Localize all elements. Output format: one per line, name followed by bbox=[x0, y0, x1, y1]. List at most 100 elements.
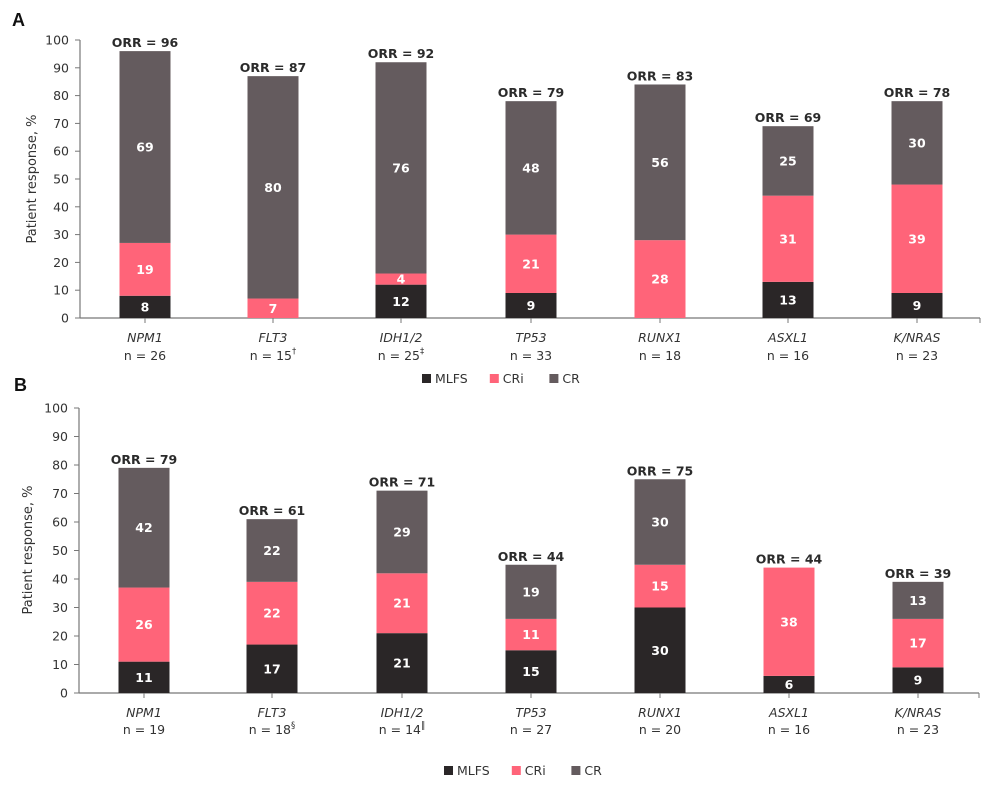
n-count: n = 16 bbox=[767, 348, 809, 363]
y-tick-label: 20 bbox=[52, 629, 68, 644]
bar-segment-cri bbox=[762, 195, 814, 282]
y-tick-label: 100 bbox=[45, 33, 69, 48]
data-label: 17 bbox=[909, 636, 926, 651]
bar-segment-mlfs bbox=[505, 292, 557, 318]
bar-segment-cr bbox=[762, 126, 814, 196]
data-label: 9 bbox=[913, 298, 922, 313]
bar-segment-cri bbox=[246, 581, 298, 645]
bar-segment-mlfs bbox=[505, 650, 557, 693]
bar-segment-mlfs bbox=[891, 292, 943, 318]
y-axis-title: Patient response, % bbox=[21, 485, 36, 614]
data-label: 30 bbox=[651, 515, 669, 530]
x-tick-label-gene: RUNX1 bbox=[638, 705, 682, 720]
x-tick-label-n: n = 14‖ bbox=[379, 721, 426, 737]
y-tick-label: 90 bbox=[53, 60, 69, 75]
bar-segment-mlfs bbox=[634, 607, 686, 693]
x-tick-label-n: n = 18 bbox=[639, 348, 681, 363]
bar-segment-mlfs bbox=[762, 281, 814, 318]
x-tick-label-gene: ASXL1 bbox=[767, 330, 808, 345]
bar-segment-cr bbox=[118, 467, 170, 588]
bar-segment-mlfs bbox=[375, 284, 427, 318]
chart-panel-a: 0 10 20 30 40 50 60 70 80 90 100 Patient response, … bbox=[25, 33, 981, 386]
x-tick-label-n: n = 16 bbox=[767, 348, 809, 363]
bar-segment-cr bbox=[892, 581, 944, 619]
data-label: 8 bbox=[141, 299, 150, 314]
x-tick-label-gene: IDH1/2 bbox=[381, 705, 424, 720]
n-count: n = 33 bbox=[510, 348, 552, 363]
orr-label: ORR = 75 bbox=[627, 463, 693, 478]
data-label: 48 bbox=[522, 160, 539, 175]
orr-label: ORR = 79 bbox=[498, 85, 564, 100]
data-label: 21 bbox=[522, 256, 539, 271]
bar-segment-cr bbox=[505, 101, 557, 235]
y-tick-label: 10 bbox=[53, 283, 69, 298]
n-count: n = 20 bbox=[639, 722, 681, 737]
panel-label-b: B bbox=[14, 375, 27, 395]
legend-label-cr: CR bbox=[562, 371, 580, 386]
bar-segment-mlfs bbox=[246, 644, 298, 693]
data-label: 13 bbox=[909, 593, 926, 608]
data-label: 69 bbox=[136, 140, 153, 155]
legend-label-cri: CRi bbox=[525, 763, 546, 778]
y-tick-label: 0 bbox=[60, 686, 68, 701]
bar-segment-cr bbox=[891, 101, 943, 185]
bar-segment-cri bbox=[505, 618, 557, 651]
x-tick-label-gene: K/NRAS bbox=[895, 705, 942, 720]
bar-segment-mlfs bbox=[118, 661, 170, 693]
data-label: 80 bbox=[264, 180, 282, 195]
n-count: n = 23 bbox=[896, 348, 938, 363]
data-label: 76 bbox=[392, 160, 410, 175]
legend-label-mlfs: MLFS bbox=[435, 371, 468, 386]
y-axis-title: Patient response, % bbox=[25, 114, 40, 243]
bar-segment-cri bbox=[118, 587, 170, 662]
legend-swatch-mlfs bbox=[444, 766, 453, 775]
bar-segment-cr bbox=[375, 62, 427, 274]
x-tick-label-n: n = 25‡ bbox=[378, 347, 425, 363]
data-label: 25 bbox=[779, 153, 796, 168]
data-label: 30 bbox=[651, 643, 669, 658]
bar-segment-mlfs bbox=[763, 675, 815, 693]
chart-panel-b: 0 10 20 30 40 50 60 70 80 90 100 Patient response, … bbox=[21, 401, 980, 778]
orr-label: ORR = 44 bbox=[756, 552, 823, 567]
bar-segment-cr bbox=[247, 76, 299, 299]
legend-swatch-cri bbox=[489, 374, 499, 383]
y-tick-label: 70 bbox=[52, 486, 68, 501]
data-label: 11 bbox=[522, 627, 539, 642]
footnote-marker: ‡ bbox=[420, 347, 425, 357]
bar-segment-cri bbox=[119, 242, 171, 296]
n-count: n = 14 bbox=[379, 722, 421, 737]
y-tick-label: 70 bbox=[53, 116, 69, 131]
legend-label-cri: CRi bbox=[503, 371, 524, 386]
data-label: 11 bbox=[135, 670, 152, 685]
bar-segment-cri bbox=[505, 234, 557, 293]
data-label: 9 bbox=[914, 673, 923, 688]
x-tick-label-gene: IDH1/2 bbox=[380, 330, 423, 345]
x-tick-label-n: n = 19 bbox=[123, 722, 165, 737]
data-label: 26 bbox=[135, 617, 153, 632]
data-label: 12 bbox=[392, 294, 409, 309]
n-count: n = 27 bbox=[510, 722, 552, 737]
legend-swatch-cri bbox=[511, 766, 521, 775]
x-tick-label-n: n = 26 bbox=[124, 348, 166, 363]
x-tick-label-gene: TP53 bbox=[515, 705, 546, 720]
data-label: 29 bbox=[393, 524, 410, 539]
legend-swatch-mlfs bbox=[422, 374, 431, 383]
orr-label: ORR = 87 bbox=[240, 60, 306, 75]
data-label: 19 bbox=[136, 262, 153, 277]
bar-segment-mlfs bbox=[892, 667, 944, 693]
data-label: 21 bbox=[393, 596, 410, 611]
bar-segment-cr bbox=[119, 51, 171, 243]
bar-segment-cri bbox=[763, 567, 815, 676]
data-label: 7 bbox=[269, 301, 278, 316]
n-count: n = 18 bbox=[249, 722, 291, 737]
y-tick-label: 50 bbox=[52, 543, 68, 558]
n-count: n = 26 bbox=[124, 348, 166, 363]
x-tick-label-n: n = 18§ bbox=[249, 721, 296, 737]
data-label: 42 bbox=[135, 520, 152, 535]
data-label: 30 bbox=[908, 135, 926, 150]
legend: MLFS CRi CR bbox=[444, 763, 602, 778]
bar-segment-cri bbox=[634, 240, 686, 318]
x-tick-label-gene: NPM1 bbox=[127, 330, 163, 345]
x-tick-label-n: n = 23 bbox=[896, 348, 938, 363]
